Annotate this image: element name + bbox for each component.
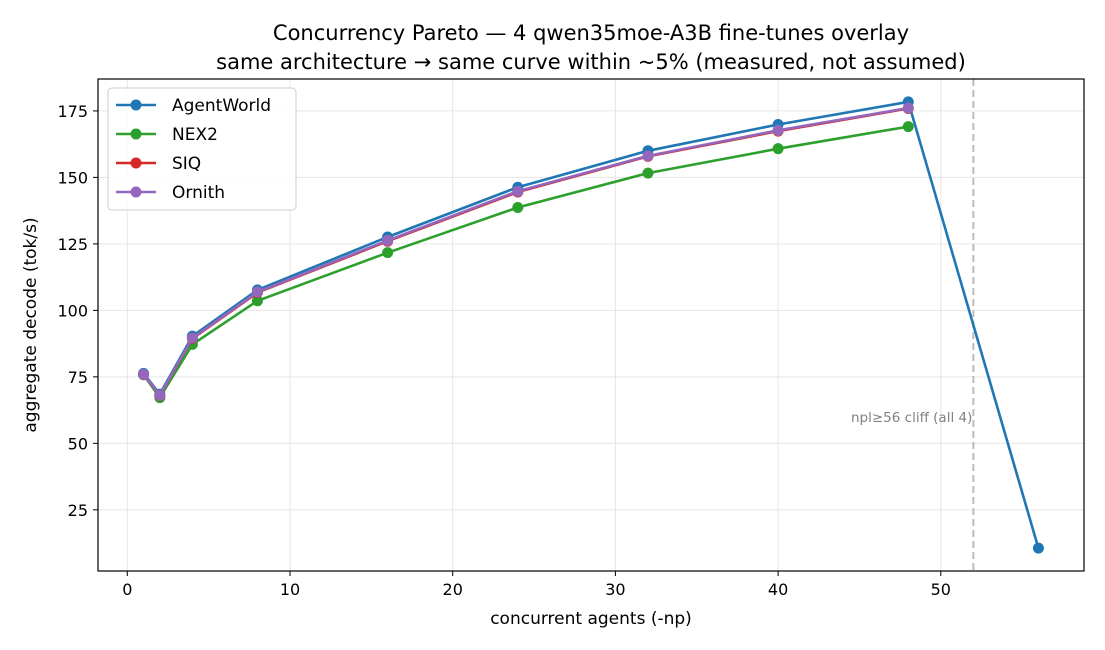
data-point	[154, 389, 166, 401]
x-tick-label: 30	[605, 580, 625, 599]
data-point	[512, 201, 524, 213]
data-point	[382, 247, 394, 259]
data-point	[642, 167, 654, 179]
series-ornith	[138, 102, 914, 401]
x-tick-label: 50	[931, 580, 951, 599]
data-point	[902, 102, 914, 114]
x-tick-label: 20	[443, 580, 463, 599]
y-tick-label: 75	[68, 368, 88, 387]
data-point	[902, 121, 914, 133]
y-tick-label: 50	[68, 434, 88, 453]
legend-label: SIQ	[172, 154, 201, 174]
data-point	[512, 185, 524, 197]
legend-swatch-marker	[130, 128, 142, 140]
plot-frame	[97, 78, 1085, 572]
legend-item: Ornith	[116, 183, 225, 203]
y-tick-label: 25	[68, 501, 88, 520]
legend-swatch-marker	[130, 157, 142, 169]
legend-item: AgentWorld	[116, 96, 271, 116]
y-tick-label: 100	[57, 301, 88, 320]
legend-box	[107, 87, 297, 211]
legend-label: Ornith	[172, 183, 225, 203]
y-axis-label: aggregate decode (tok/s)	[21, 217, 41, 432]
data-point	[1032, 542, 1044, 554]
x-tick-label: 10	[280, 580, 300, 599]
legend-label: AgentWorld	[172, 96, 271, 116]
data-point	[251, 286, 263, 298]
y-tick-label: 125	[57, 235, 88, 254]
data-point	[772, 143, 784, 155]
cliff-annotation: npl≥56 cliff (all 4)	[851, 410, 972, 426]
y-tick-label: 175	[57, 102, 88, 121]
data-point	[251, 295, 263, 307]
data-point	[772, 124, 784, 136]
data-point	[186, 332, 198, 344]
y-tick-label: 150	[57, 168, 88, 187]
chart-title: Concurrency Pareto — 4 qwen35moe-A3B fin…	[273, 21, 909, 45]
x-axis-label: concurrent agents (-np)	[490, 609, 692, 629]
legend-swatch-marker	[130, 186, 142, 198]
legend-item: SIQ	[116, 154, 201, 174]
x-tick-label: 0	[122, 580, 132, 599]
data-point	[138, 368, 150, 380]
data-point	[382, 234, 394, 246]
legend-swatch-marker	[130, 99, 142, 111]
x-tick-label: 40	[768, 580, 788, 599]
legend: AgentWorld NEX2 SIQ Ornith	[107, 87, 297, 211]
chart-subtitle: same architecture → same curve within ~5…	[216, 50, 966, 74]
data-point	[642, 150, 654, 162]
legend-label: NEX2	[172, 125, 218, 145]
legend-item: NEX2	[116, 125, 218, 145]
